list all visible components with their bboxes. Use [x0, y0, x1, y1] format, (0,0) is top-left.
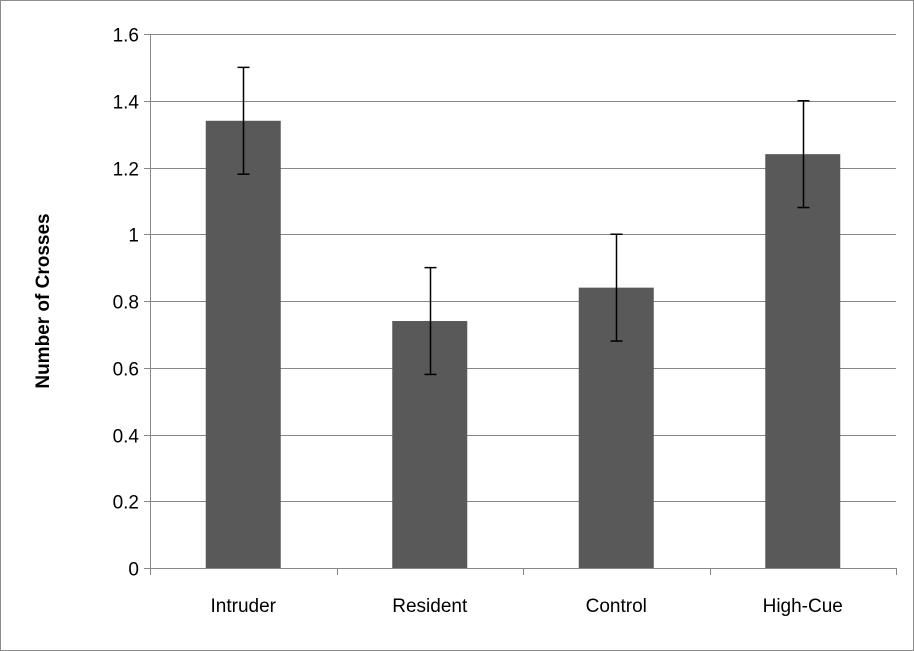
bar: [205, 120, 281, 569]
x-tick-label: Intruder: [211, 596, 277, 617]
y-tick-label: 1: [128, 226, 139, 247]
y-tick-label: 0.6: [113, 360, 139, 381]
x-tick-label: High-Cue: [763, 596, 843, 617]
x-tick-label: Resident: [392, 596, 468, 617]
x-tick-label: Control: [586, 596, 647, 617]
error-bars: [237, 66, 810, 376]
y-tick-label: 0: [128, 560, 139, 581]
y-axis-title: Number of Crosses: [33, 213, 54, 388]
y-tick-label: 0.2: [113, 493, 139, 514]
y-tick-label: 1.4: [113, 93, 140, 114]
bars: [205, 120, 841, 569]
y-tick-label: 1.2: [113, 160, 139, 181]
tick-labels: 0 0.2 0.4 0.6 0.8 1 1.2 1.4 1.6 Intruder Resident C…: [113, 26, 843, 618]
axes: [144, 34, 897, 575]
y-tick-label: 0.8: [113, 293, 139, 314]
bar: [765, 154, 841, 568]
y-tick-label: 0.4: [113, 427, 140, 448]
y-tick-label: 1.6: [113, 26, 139, 47]
